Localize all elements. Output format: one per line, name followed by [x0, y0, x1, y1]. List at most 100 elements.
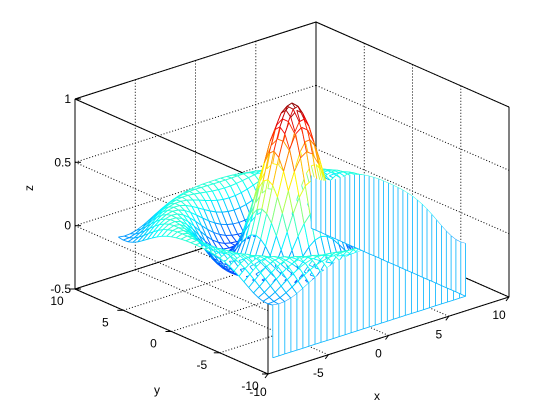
- mesh-edge: [268, 150, 275, 154]
- mesh-edge: [287, 190, 294, 214]
- mesh-edge: [297, 274, 305, 282]
- mesh-cell: [161, 229, 173, 237]
- mesh-cell: [210, 211, 221, 225]
- mesh-edge: [183, 214, 190, 219]
- mesh-cell: [158, 223, 169, 231]
- mesh-edge: [256, 170, 263, 174]
- mesh-edge: [137, 235, 145, 243]
- mesh-edge: [184, 228, 190, 233]
- mesh-edge: [203, 209, 210, 222]
- mesh-cell: [171, 231, 183, 238]
- mesh-edge: [260, 238, 266, 247]
- mesh-edge: [304, 185, 311, 215]
- mesh-edge: [180, 200, 187, 206]
- mesh-edge: [218, 242, 224, 250]
- mesh-edge: [181, 218, 188, 225]
- mesh-cell: [182, 233, 194, 237]
- mesh-edge: [145, 223, 152, 227]
- mesh-edge: [249, 266, 257, 275]
- mesh-edge: [248, 287, 254, 294]
- mesh-edge: [135, 232, 141, 235]
- mesh-edge: [232, 222, 240, 225]
- mesh-cell: [183, 215, 195, 227]
- mesh-cell: [144, 221, 156, 231]
- mesh-edge: [313, 258, 320, 262]
- mesh-edge: [205, 248, 211, 253]
- mesh-edge: [225, 179, 231, 187]
- mesh-edge: [207, 185, 213, 192]
- mesh-edge: [241, 254, 247, 259]
- mesh-edge: [253, 256, 260, 262]
- mesh-cell: [163, 224, 174, 230]
- mesh-edge: [260, 213, 268, 240]
- mesh-edge: [254, 260, 260, 265]
- mesh-edge: [270, 285, 276, 293]
- mesh-edge: [168, 203, 176, 208]
- mesh-edge: [286, 273, 294, 281]
- mesh-edge: [338, 244, 346, 251]
- mesh-edge: [154, 219, 161, 227]
- mesh-edge: [269, 235, 277, 256]
- mesh-edge: [185, 237, 193, 242]
- mesh-edge: [213, 232, 220, 235]
- mesh-edge: [276, 278, 282, 287]
- mesh-edge: [248, 177, 254, 186]
- mesh-edge: [189, 232, 195, 238]
- mesh-edge: [189, 217, 196, 222]
- mesh-cell: [153, 223, 165, 232]
- mesh-edge: [253, 292, 259, 298]
- mesh-edge: [127, 237, 135, 243]
- mesh-edge: [168, 223, 175, 227]
- mesh-edge: [245, 214, 253, 238]
- mesh-edge: [233, 209, 240, 223]
- mesh-edge: [157, 223, 165, 231]
- mesh-edge: [283, 171, 289, 192]
- mesh-edge: [254, 272, 262, 281]
- mesh-edge: [291, 286, 298, 294]
- mesh-edge: [166, 235, 172, 238]
- mesh-edge: [136, 228, 142, 231]
- mesh-cell: [195, 221, 207, 237]
- gridline-z-back: [74, 21, 317, 100]
- mesh-edge: [166, 200, 172, 205]
- mesh-edge: [190, 212, 197, 216]
- mesh-edge: [181, 199, 188, 202]
- mesh-cell: [234, 207, 245, 223]
- mesh-edge: [319, 255, 325, 261]
- mesh-edge: [261, 208, 268, 215]
- mesh-edge: [230, 255, 236, 260]
- mesh-edge: [167, 225, 175, 231]
- mesh-edge: [265, 140, 271, 159]
- mesh-edge: [265, 279, 271, 287]
- mesh-edge: [279, 126, 286, 135]
- mesh-edge: [152, 236, 158, 239]
- mesh-cell: [147, 230, 159, 240]
- mesh-edge: [333, 172, 340, 175]
- mesh-edge: [227, 211, 234, 225]
- mesh-edge: [219, 234, 225, 244]
- mesh-cell: [314, 236, 326, 261]
- mesh-edge: [248, 279, 256, 288]
- mesh-edge: [303, 118, 310, 127]
- mesh-edge: [262, 297, 270, 302]
- mesh-edge: [315, 264, 322, 273]
- mesh-edge: [280, 279, 288, 287]
- mesh-edge: [221, 211, 229, 213]
- mesh-edge: [227, 253, 235, 262]
- mesh-edge: [265, 246, 271, 256]
- mesh-edge: [309, 269, 316, 278]
- mesh-edge: [172, 196, 178, 201]
- mesh-cell: [187, 200, 198, 208]
- mesh-edge: [217, 247, 223, 250]
- mesh-edge: [280, 105, 288, 114]
- mesh-cell: [258, 255, 270, 259]
- mesh-edge: [198, 199, 205, 210]
- mesh-edge: [255, 234, 261, 240]
- mesh-cell: [190, 212, 202, 226]
- mesh-edge: [231, 235, 237, 242]
- mesh-edge: [124, 233, 131, 237]
- mesh-edge: [284, 133, 291, 150]
- mesh-cell: [185, 205, 197, 216]
- mesh-edge: [305, 259, 312, 264]
- mesh-edge: [191, 205, 199, 209]
